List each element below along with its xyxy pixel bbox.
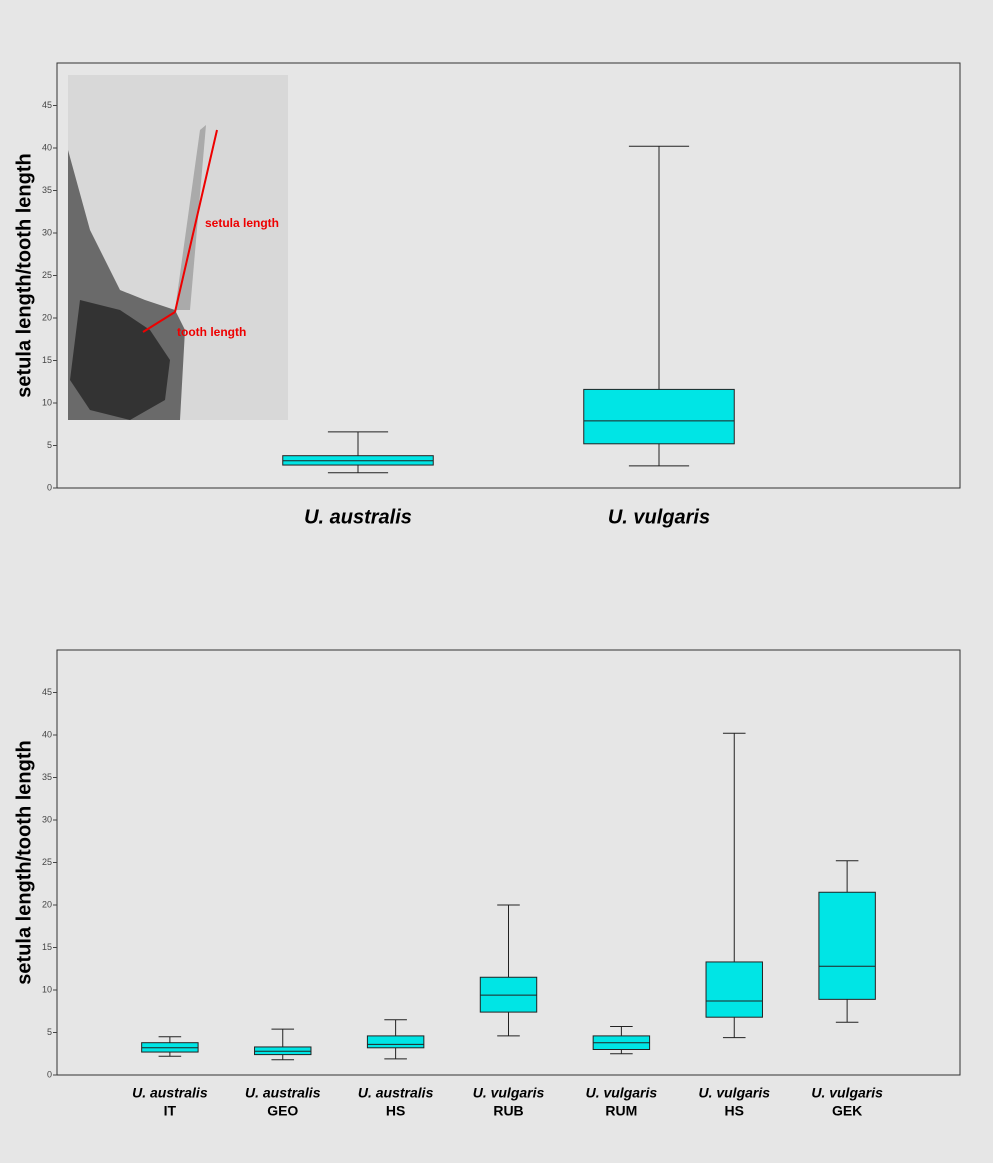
box [706, 962, 762, 1017]
y-tick-label: 5 [47, 440, 52, 450]
x-tick-label: GEK [832, 1103, 862, 1119]
x-tick-label: GEO [267, 1103, 298, 1119]
y-tick-label: 20 [42, 312, 52, 322]
x-tick-label: RUM [605, 1103, 637, 1119]
box [367, 1036, 423, 1048]
y-tick-label: 25 [42, 270, 52, 280]
x-tick-label: RUB [493, 1103, 523, 1119]
x-tick-label: U. vulgaris [811, 1085, 883, 1101]
x-tick-label: U. vulgaris [608, 506, 710, 528]
inset-label: setula length [205, 216, 279, 230]
box [584, 389, 735, 443]
x-tick-label: U. australis [358, 1085, 434, 1101]
y-tick-label: 40 [42, 729, 52, 739]
x-tick-label: U. australis [132, 1085, 208, 1101]
x-tick-label: HS [725, 1103, 744, 1119]
y-tick-label: 40 [42, 142, 52, 152]
x-tick-label: IT [164, 1103, 177, 1119]
y-tick-label: 30 [42, 227, 52, 237]
inset-label: tooth length [177, 325, 246, 339]
y-tick-label: 25 [42, 857, 52, 867]
y-tick-label: 10 [42, 984, 52, 994]
y-tick-label: 0 [47, 1069, 52, 1079]
y-tick-label: 45 [42, 100, 52, 110]
x-tick-label: U. vulgaris [586, 1085, 658, 1101]
y-tick-label: 45 [42, 687, 52, 697]
x-tick-label: U. australis [304, 506, 412, 528]
y-axis-label: setula length/tooth length [13, 153, 35, 397]
y-tick-label: 35 [42, 185, 52, 195]
y-tick-label: 10 [42, 397, 52, 407]
y-tick-label: 30 [42, 814, 52, 824]
x-tick-label: U. vulgaris [698, 1085, 770, 1101]
y-tick-label: 15 [42, 942, 52, 952]
figure: 0 5 10 15 20 25 30 35 40 45 setula length/tooth le… [0, 0, 993, 1163]
y-tick-label: 20 [42, 899, 52, 909]
y-tick-label: 15 [42, 355, 52, 365]
x-tick-label: U. vulgaris [473, 1085, 545, 1101]
y-axis-label: setula length/tooth length [13, 740, 35, 984]
x-tick-label: HS [386, 1103, 405, 1119]
x-tick-label: U. australis [245, 1085, 321, 1101]
y-tick-label: 0 [47, 482, 52, 492]
box [819, 892, 875, 999]
inset-photo [68, 75, 288, 420]
y-tick-label: 5 [47, 1027, 52, 1037]
y-tick-label: 35 [42, 772, 52, 782]
